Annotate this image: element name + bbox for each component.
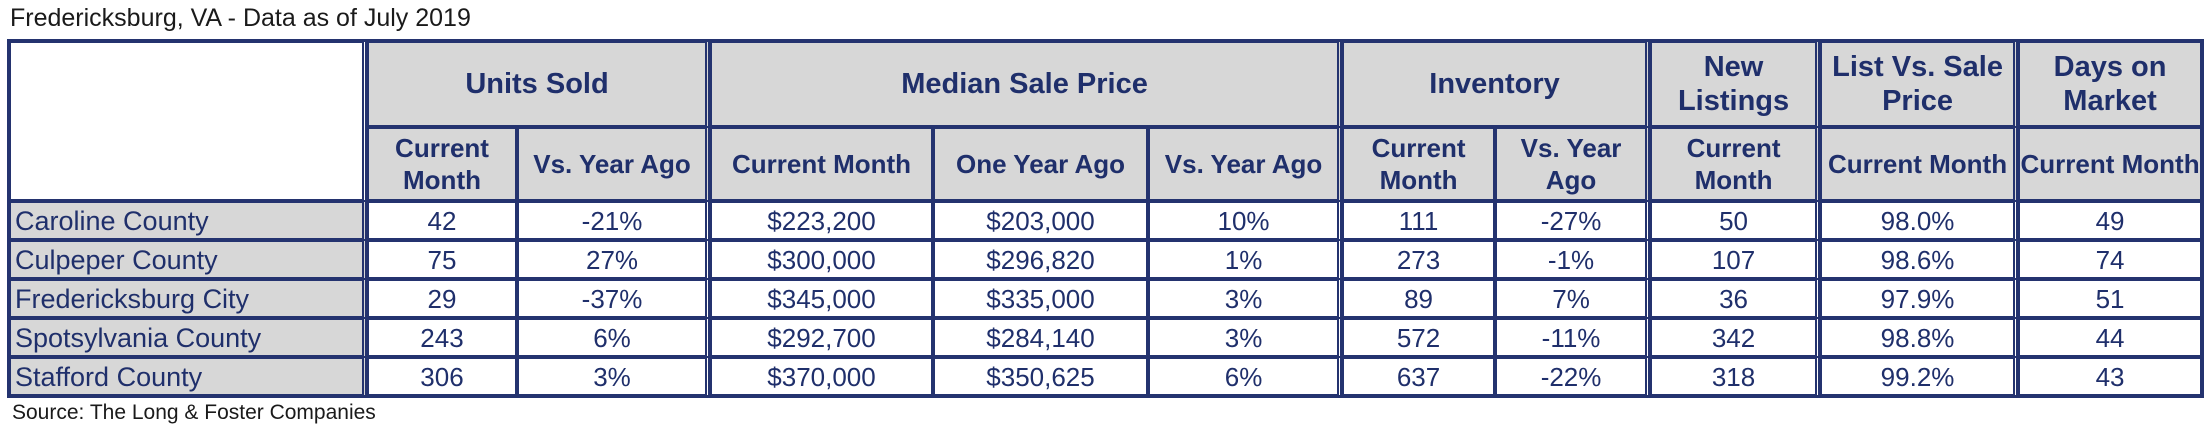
group-header-days-on-market: Days on Market: [2018, 41, 2203, 127]
table-row: Caroline County 42 -21% $223,200 $203,00…: [9, 201, 2203, 240]
inventory-vs-cell: -1%: [1495, 240, 1651, 279]
row-label: Caroline County: [9, 201, 367, 240]
units-sold-cell: 75: [367, 240, 517, 279]
corner-cell: [9, 41, 367, 201]
subheader-price-current: Current Month: [710, 127, 934, 201]
subheader-units-vs: Vs. Year Ago: [517, 127, 711, 201]
table-row: Fredericksburg City 29 -37% $345,000 $33…: [9, 279, 2203, 318]
price-one-year-cell: $350,625: [933, 357, 1149, 396]
group-header-new-listings: New Listings: [1650, 41, 1821, 127]
inventory-cell: 89: [1342, 279, 1496, 318]
price-one-year-cell: $284,140: [933, 318, 1149, 357]
units-vs-cell: -37%: [517, 279, 711, 318]
price-vs-cell: 3%: [1148, 318, 1343, 357]
units-sold-cell: 42: [367, 201, 517, 240]
inventory-vs-cell: -27%: [1495, 201, 1651, 240]
days-on-market-cell: 43: [2018, 357, 2203, 396]
price-current-cell: $223,200: [710, 201, 934, 240]
new-listings-cell: 50: [1650, 201, 1821, 240]
table-row: Spotsylvania County 243 6% $292,700 $284…: [9, 318, 2203, 357]
price-current-cell: $300,000: [710, 240, 934, 279]
row-label: Culpeper County: [9, 240, 367, 279]
group-header-median-sale-price: Median Sale Price: [710, 41, 1343, 127]
page-title: Fredericksburg, VA - Data as of July 201…: [10, 4, 471, 32]
subheader-new-listings-current: Current Month: [1650, 127, 1821, 201]
inventory-cell: 273: [1342, 240, 1496, 279]
price-one-year-cell: $203,000: [933, 201, 1149, 240]
units-sold-cell: 243: [367, 318, 517, 357]
price-vs-cell: 6%: [1148, 357, 1343, 396]
price-current-cell: $292,700: [710, 318, 934, 357]
row-label: Spotsylvania County: [9, 318, 367, 357]
subheader-inventory-current: Current Month: [1342, 127, 1496, 201]
inventory-vs-cell: -22%: [1495, 357, 1651, 396]
units-vs-cell: 27%: [517, 240, 711, 279]
new-listings-cell: 36: [1650, 279, 1821, 318]
list-vs-sale-cell: 99.2%: [1820, 357, 2019, 396]
inventory-cell: 111: [1342, 201, 1496, 240]
units-sold-cell: 306: [367, 357, 517, 396]
table-row: Stafford County 306 3% $370,000 $350,625…: [9, 357, 2203, 396]
price-one-year-cell: $335,000: [933, 279, 1149, 318]
days-on-market-cell: 44: [2018, 318, 2203, 357]
inventory-cell: 637: [1342, 357, 1496, 396]
list-vs-sale-cell: 98.6%: [1820, 240, 2019, 279]
table-row: Culpeper County 75 27% $300,000 $296,820…: [9, 240, 2203, 279]
group-header-inventory: Inventory: [1342, 41, 1651, 127]
list-vs-sale-cell: 98.0%: [1820, 201, 2019, 240]
price-one-year-cell: $296,820: [933, 240, 1149, 279]
subheader-units-current: Current Month: [367, 127, 517, 201]
units-vs-cell: -21%: [517, 201, 711, 240]
price-current-cell: $345,000: [710, 279, 934, 318]
inventory-cell: 572: [1342, 318, 1496, 357]
price-vs-cell: 10%: [1148, 201, 1343, 240]
subheader-price-one-year: One Year Ago: [933, 127, 1149, 201]
group-header-list-vs-sale-price: List Vs. Sale Price: [1820, 41, 2019, 127]
inventory-vs-cell: 7%: [1495, 279, 1651, 318]
subheader-inventory-vs: Vs. Year Ago: [1495, 127, 1651, 201]
days-on-market-cell: 51: [2018, 279, 2203, 318]
units-vs-cell: 3%: [517, 357, 711, 396]
price-vs-cell: 3%: [1148, 279, 1343, 318]
group-header-units-sold: Units Sold: [367, 41, 711, 127]
new-listings-cell: 318: [1650, 357, 1821, 396]
row-label: Fredericksburg City: [9, 279, 367, 318]
source-note: Source: The Long & Foster Companies: [12, 401, 376, 424]
days-on-market-cell: 74: [2018, 240, 2203, 279]
days-on-market-cell: 49: [2018, 201, 2203, 240]
price-vs-cell: 1%: [1148, 240, 1343, 279]
new-listings-cell: 107: [1650, 240, 1821, 279]
units-vs-cell: 6%: [517, 318, 711, 357]
market-data-table-wrapper: Units Sold Median Sale Price Inventory N…: [7, 39, 2205, 398]
inventory-vs-cell: -11%: [1495, 318, 1651, 357]
subheader-days-current: Current Month: [2018, 127, 2203, 201]
row-label: Stafford County: [9, 357, 367, 396]
market-data-table: Units Sold Median Sale Price Inventory N…: [7, 39, 2205, 398]
units-sold-cell: 29: [367, 279, 517, 318]
price-current-cell: $370,000: [710, 357, 934, 396]
list-vs-sale-cell: 97.9%: [1820, 279, 2019, 318]
subheader-price-vs: Vs. Year Ago: [1148, 127, 1343, 201]
new-listings-cell: 342: [1650, 318, 1821, 357]
subheader-list-vs-sale-current: Current Month: [1820, 127, 2019, 201]
list-vs-sale-cell: 98.8%: [1820, 318, 2019, 357]
